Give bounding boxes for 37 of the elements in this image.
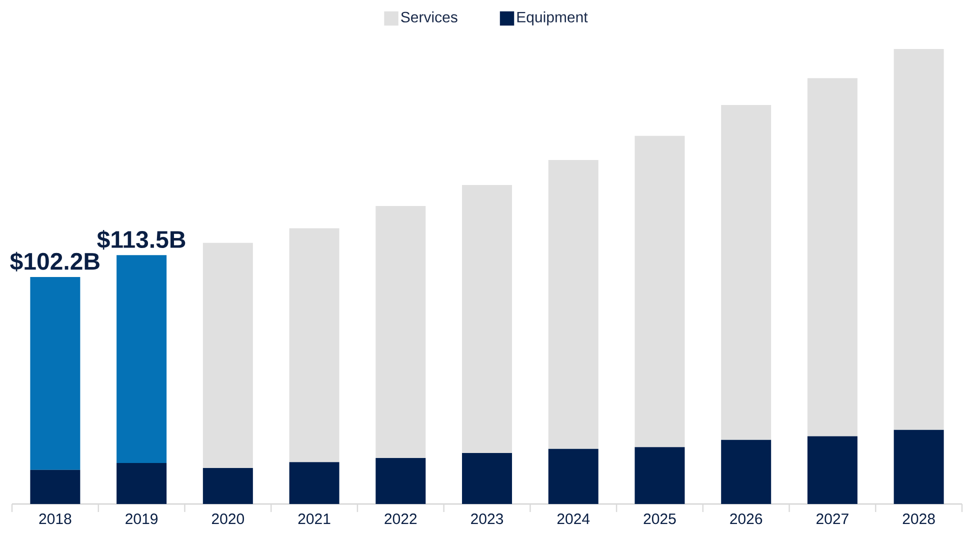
- bar: [376, 458, 426, 504]
- x-tick-label: 2024: [557, 514, 590, 524]
- x-tick-label: 2020: [212, 514, 244, 524]
- bar: [462, 185, 512, 454]
- bar: [634, 447, 685, 504]
- bar: [894, 430, 944, 504]
- x-tick-label: 2021: [298, 514, 330, 524]
- bar: [807, 78, 858, 436]
- bar: [634, 136, 685, 448]
- bar: [462, 453, 512, 504]
- legend-label: Services: [401, 11, 458, 22]
- bar: [30, 470, 80, 504]
- x-tick-label: 2027: [816, 514, 848, 524]
- bar: [548, 448, 598, 504]
- bar: [894, 48, 944, 430]
- bar: [116, 463, 167, 504]
- bar: [116, 255, 167, 464]
- bar: [548, 160, 598, 449]
- x-tick-label: 2022: [384, 514, 417, 524]
- annotation: $102.2B: [10, 252, 100, 272]
- bar: [289, 462, 340, 504]
- bar: [202, 242, 253, 468]
- x-tick-label: 2019: [126, 514, 158, 524]
- bar: [289, 228, 340, 462]
- x-tick-label: 2018: [39, 514, 72, 524]
- x-tick-label: 2023: [471, 514, 504, 524]
- legend-label: Equipment: [517, 11, 588, 26]
- x-tick-label: 2025: [644, 514, 676, 524]
- annotation: $113.5B: [97, 230, 186, 250]
- bar: [202, 468, 253, 504]
- bar: [807, 436, 858, 504]
- bar: [721, 104, 772, 440]
- x-tick-label: 2026: [730, 514, 762, 524]
- bar: [721, 440, 772, 504]
- x-tick-label: 2028: [902, 514, 935, 524]
- bar: [376, 206, 426, 458]
- bar: [30, 276, 80, 470]
